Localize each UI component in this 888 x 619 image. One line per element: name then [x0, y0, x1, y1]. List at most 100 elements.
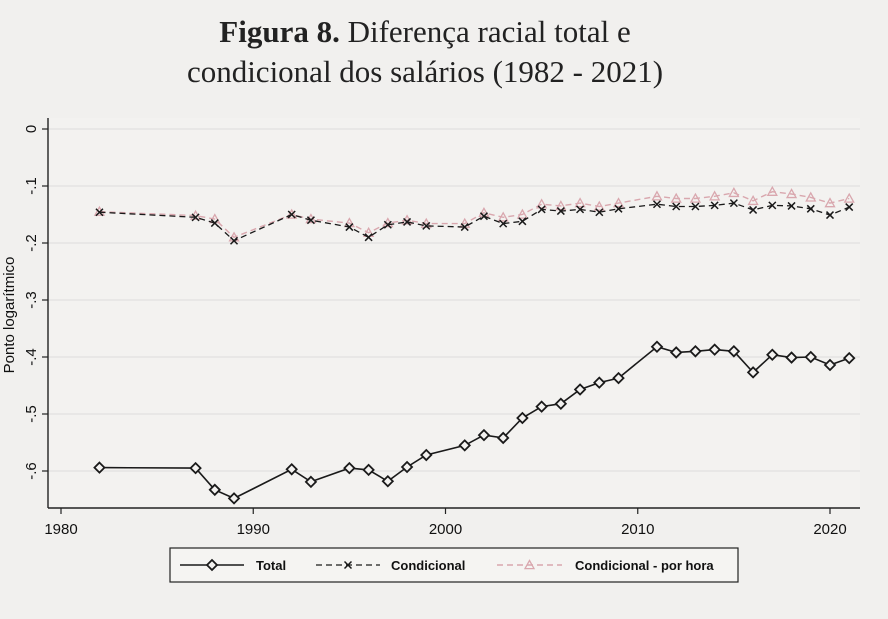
data-point-condicional: [460, 223, 469, 232]
figure-number: Figura 8.: [219, 14, 340, 49]
data-point-condicional: [191, 213, 200, 222]
data-point-condicional: [210, 219, 219, 228]
data-point-total: [343, 461, 356, 475]
data-point-total: [823, 358, 837, 372]
y-tick-label: -.3: [23, 291, 40, 309]
data-point-condicional-por-hora: [728, 187, 740, 198]
data-point-total: [650, 340, 664, 354]
data-point-total: [285, 463, 298, 476]
data-point-condicional: [229, 236, 239, 245]
legend-label-total: Total: [256, 558, 286, 573]
data-point-total: [746, 366, 760, 379]
y-axis-label: Ponto logarítmico: [1, 257, 18, 374]
data-point-condicional-por-hora: [612, 197, 625, 208]
data-point-condicional-por-hora: [536, 198, 548, 209]
data-point-total: [400, 460, 414, 474]
data-point-total: [727, 345, 741, 358]
legend-marker-total: [205, 558, 219, 572]
series-condicional: [95, 199, 854, 245]
data-point-total: [766, 348, 779, 361]
y-tick-label: -.2: [23, 234, 40, 252]
legend: Total Condicional Condicional - por hora: [169, 547, 739, 583]
data-point-condicional: [614, 204, 623, 213]
y-tick-label: -.1: [23, 177, 40, 195]
data-point-total: [804, 350, 818, 364]
data-point-condicional-por-hora: [689, 192, 702, 203]
title-line1-text: Diferença racial total e: [347, 14, 631, 49]
data-point-condicional: [556, 207, 565, 216]
data-point-condicional: [710, 201, 719, 210]
data-point-total: [458, 439, 471, 452]
data-point-total: [93, 461, 106, 474]
data-point-total: [593, 376, 606, 389]
data-point-condicional-por-hora: [593, 200, 605, 211]
data-point-total: [516, 411, 529, 425]
data-point-condicional: [499, 219, 508, 228]
chart-title-line1: Figura 8. Diferença racial total e: [0, 14, 850, 50]
data-point-condicional: [403, 217, 412, 226]
data-point-condicional: [729, 199, 738, 208]
y-tick-label: -.6: [23, 462, 40, 480]
data-point-condicional: [691, 202, 700, 211]
data-point-total: [612, 371, 625, 385]
legend-box: [169, 547, 739, 583]
data-point-condicional-por-hora: [516, 208, 529, 219]
series-line-condicional-por-hora: [99, 190, 850, 239]
data-point-condicional: [287, 210, 296, 219]
legend-marker-condicional-por-hora: [523, 559, 536, 570]
plot-background: [48, 118, 860, 508]
data-point-condicional-por-hora: [766, 185, 778, 196]
data-point-total: [535, 400, 548, 413]
series-total: [93, 340, 856, 505]
data-point-condicional: [806, 204, 815, 213]
data-point-total: [362, 463, 375, 477]
data-point-condicional-por-hora: [843, 192, 855, 203]
data-point-total: [208, 483, 222, 497]
data-point-condicional: [95, 208, 104, 217]
data-point-condicional-por-hora: [747, 194, 759, 206]
data-point-condicional: [537, 205, 546, 214]
legend-item-total: Total: [180, 558, 286, 573]
data-point-condicional: [576, 205, 585, 214]
legend-label-condicional: Condicional: [391, 558, 465, 573]
legend-marker-condicional: [343, 560, 353, 570]
data-point-total: [304, 475, 318, 489]
data-point-condicional: [672, 202, 681, 211]
chart-title-line2: condicional dos salários (1982 - 2021): [186, 54, 664, 89]
data-point-condicional: [479, 212, 488, 221]
data-point-condicional: [845, 203, 854, 212]
data-point-condicional-por-hora: [574, 197, 586, 208]
data-point-condicional-por-hora: [497, 211, 509, 222]
data-point-total: [708, 343, 721, 356]
data-point-total: [496, 431, 510, 445]
data-point-total: [573, 383, 587, 396]
data-point-condicional: [825, 211, 835, 220]
data-point-condicional: [652, 200, 662, 209]
data-point-condicional-por-hora: [555, 200, 567, 211]
legend-item-condicional: Condicional: [316, 558, 465, 573]
data-point-total: [785, 351, 798, 364]
x-tick-label: 2010: [621, 521, 654, 538]
y-tick-label: -.4: [23, 348, 40, 366]
x-tick-label: 2020: [813, 521, 846, 538]
legend-label-condicional-por-hora: Condicional - por hora: [575, 558, 714, 573]
data-point-condicional: [422, 221, 431, 230]
data-point-condicional: [364, 233, 373, 242]
data-point-total: [381, 474, 395, 488]
data-point-condicional: [345, 223, 354, 232]
data-point-condicional: [787, 201, 796, 210]
data-point-condicional: [595, 208, 604, 217]
axes: 0 -.1 -.2 -.3 -.4 -.5 -.6 1980 1990 2000 2010 2020 P…: [1, 118, 860, 538]
data-point-condicional-por-hora: [785, 188, 798, 199]
legend-item-condicional-por-hora: Condicional - por hora: [497, 558, 714, 573]
data-point-condicional: [306, 216, 315, 225]
data-point-condicional-por-hora: [670, 192, 682, 203]
y-tick-label: -.5: [23, 405, 40, 423]
data-point-condicional-por-hora: [824, 197, 836, 208]
data-point-total: [227, 492, 241, 505]
data-point-total: [420, 448, 433, 462]
series-layer: [93, 185, 856, 505]
data-point-condicional-por-hora: [286, 208, 298, 219]
